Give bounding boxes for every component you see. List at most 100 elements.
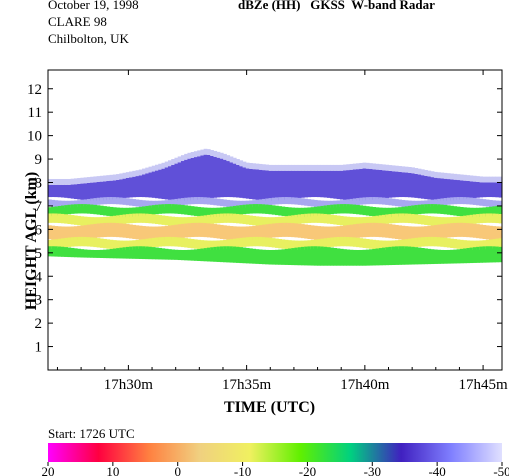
echo-cell [60, 226, 65, 241]
echo-cell [362, 238, 367, 248]
echo-cell [287, 215, 292, 226]
echo-cell [90, 217, 94, 227]
echo-cell [51, 206, 55, 217]
echo-cell [430, 216, 435, 226]
echo-cell [378, 197, 383, 205]
echo-cell [116, 248, 120, 259]
echo-fringe [411, 167, 415, 174]
echo-cell [388, 240, 393, 250]
echo-cell [54, 239, 59, 249]
echo-cell [73, 184, 78, 200]
echo-fringe [307, 164, 312, 171]
echo-cell [232, 205, 237, 216]
echo-cell [216, 246, 221, 262]
echo-cell [391, 246, 396, 265]
echo-fringe [119, 173, 124, 180]
echo-cell [498, 226, 502, 241]
echo-cell [453, 239, 458, 249]
echo-cell [184, 238, 188, 248]
echo-cell [479, 198, 484, 206]
echo-cell [193, 222, 198, 237]
echo-fringe [129, 171, 133, 178]
echo-cell [404, 172, 409, 198]
echo-cell [60, 205, 65, 215]
echo-cell [177, 198, 182, 206]
echo-cell [479, 207, 484, 218]
echo-fringe [417, 168, 422, 175]
echo-cell [420, 237, 425, 247]
echo-cell [258, 216, 263, 227]
echo-cell [459, 180, 464, 200]
echo-cell [226, 239, 231, 249]
echo-cell [375, 197, 380, 205]
echo-cell [443, 178, 448, 201]
echo-cell [404, 246, 409, 265]
echo-cell [291, 197, 295, 205]
echo-cell [252, 225, 257, 240]
echo-cell [323, 200, 328, 208]
echo-cell [161, 237, 166, 247]
echo-cell [466, 248, 471, 264]
echo-cell [99, 223, 104, 238]
echo-cell [239, 205, 244, 215]
echo-cell [463, 222, 467, 237]
echo-cell [362, 223, 367, 238]
echo-cell [249, 237, 253, 247]
echo-cell [446, 205, 451, 215]
echo-cell [245, 215, 250, 225]
echo-fringe [284, 164, 289, 171]
echo-cell [99, 249, 104, 259]
echo-cell [365, 239, 370, 249]
echo-cell [80, 199, 85, 207]
echo-fringe [492, 176, 497, 183]
echo-cell [284, 206, 289, 217]
echo-cell [333, 226, 338, 241]
echo-cell [129, 224, 133, 239]
echo-cell [375, 207, 380, 217]
echo-cell [155, 214, 159, 225]
echo-cell [67, 184, 72, 199]
echo-cell [453, 197, 458, 205]
echo-fringe [54, 178, 59, 185]
echo-cell [443, 217, 448, 227]
echo-cell [184, 159, 188, 201]
echo-cell [414, 205, 419, 215]
echo-cell [476, 214, 480, 224]
echo-fringe [51, 178, 55, 185]
echo-fringe [135, 170, 140, 177]
echo-cell [476, 224, 480, 239]
echo-cell [138, 213, 143, 223]
echo-cell [232, 200, 237, 208]
echo-cell [349, 204, 354, 214]
echo-cell [161, 248, 166, 260]
echo-cell [167, 225, 172, 240]
echo-cell [119, 240, 124, 250]
echo-cell [479, 240, 484, 250]
colorbar-tick-label: -50 [493, 464, 509, 476]
echo-cell [369, 206, 373, 216]
echo-cell [223, 239, 227, 250]
echo-cell [398, 246, 402, 265]
echo-cell [349, 169, 354, 201]
echo-cell [459, 239, 464, 250]
echo-cell [479, 182, 484, 198]
echo-cell [151, 237, 156, 248]
echo-cell [67, 204, 72, 215]
echo-cell [161, 200, 166, 208]
echo-cell [96, 249, 101, 258]
echo-cell [210, 197, 214, 205]
echo-cell [420, 226, 425, 241]
echo-cell [60, 246, 65, 257]
echo-cell [278, 238, 282, 249]
y-axis-label: HEIGHT AGL (km) [23, 171, 40, 311]
echo-cell [135, 225, 140, 240]
echo-cell [190, 157, 195, 201]
echo-cell [242, 247, 247, 264]
echo-cell [90, 249, 94, 258]
echo-cell [249, 204, 253, 214]
echo-cell [180, 249, 185, 261]
echo-cell [382, 247, 386, 266]
y-tick-label: 4 [35, 269, 43, 285]
echo-cell [456, 180, 461, 201]
echo-cell [437, 198, 441, 206]
